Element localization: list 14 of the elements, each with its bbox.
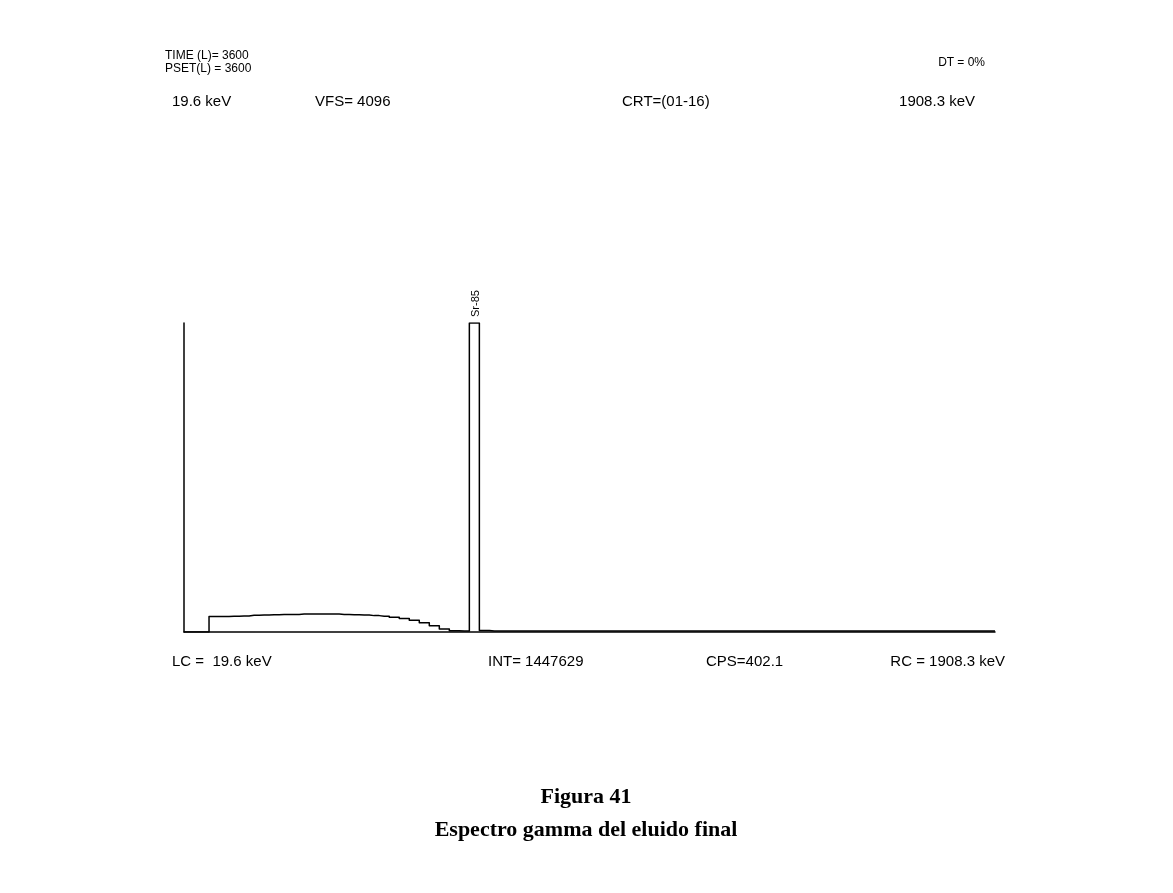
text: CPS=402.1: [706, 651, 784, 669]
text: LC = 19.6 keV: [172, 651, 272, 669]
text: INT= 1447629: [488, 651, 584, 669]
text: 19.6 keV: [172, 91, 232, 109]
text: RC = 1908.3 keV: [890, 651, 1005, 669]
text: PSET(L) = 3600: [165, 61, 252, 75]
text: CRT=(01-16): [622, 91, 710, 109]
text: Espectro gamma del eluido final: [434, 815, 738, 841]
text: 1908.3 keV: [899, 91, 975, 109]
text: Sr-85: [468, 290, 481, 317]
text: VFS= 4096: [315, 91, 391, 109]
text: Figura 41: [540, 782, 632, 808]
text: TIME (L)= 3600: [165, 48, 250, 62]
text: DT = 0%: [938, 55, 986, 69]
